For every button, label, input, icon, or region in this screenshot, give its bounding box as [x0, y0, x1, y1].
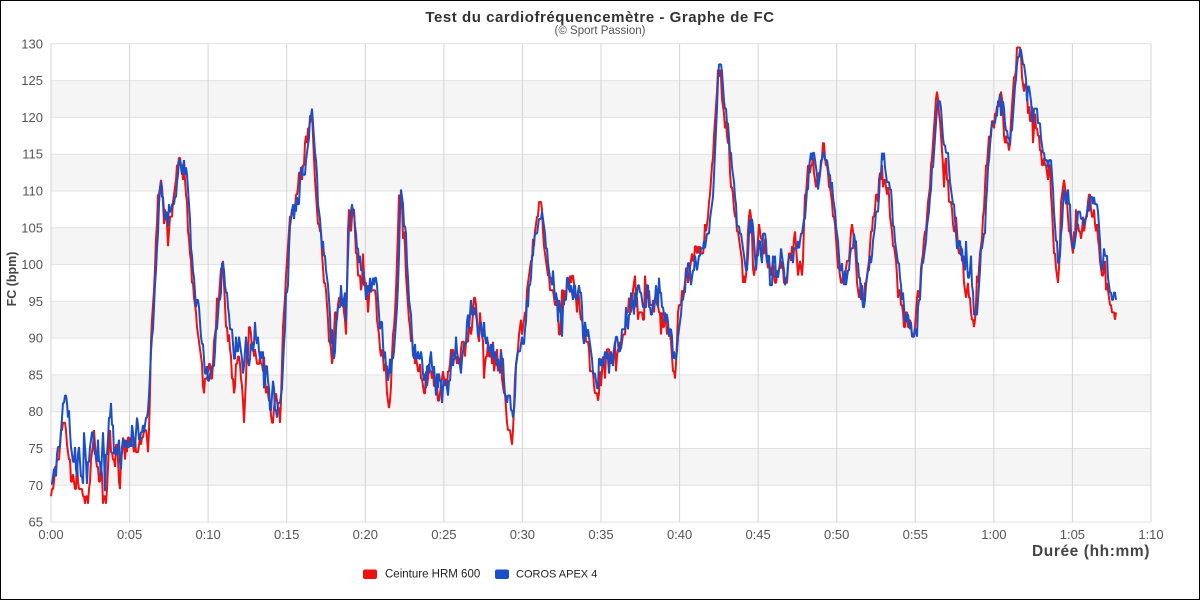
svg-text:105: 105	[21, 220, 43, 235]
svg-text:0:25: 0:25	[431, 527, 456, 542]
svg-text:80: 80	[29, 404, 43, 419]
svg-text:0:00: 0:00	[38, 527, 63, 542]
svg-text:Ceinture HRM 600: Ceinture HRM 600	[385, 569, 480, 581]
svg-text:(© Sport Passion): (© Sport Passion)	[555, 25, 646, 37]
svg-text:COROS APEX 4: COROS APEX 4	[516, 569, 597, 581]
svg-text:0:35: 0:35	[588, 527, 613, 542]
svg-text:115: 115	[22, 147, 43, 162]
svg-text:85: 85	[29, 367, 43, 382]
svg-text:0:30: 0:30	[510, 527, 535, 542]
svg-text:1:10: 1:10	[1138, 527, 1163, 542]
svg-text:70: 70	[29, 478, 43, 493]
svg-text:120: 120	[21, 110, 43, 125]
svg-text:0:15: 0:15	[274, 527, 299, 542]
svg-text:110: 110	[22, 184, 43, 199]
svg-text:FC (bpm): FC (bpm)	[5, 252, 19, 307]
svg-text:1:05: 1:05	[1060, 527, 1085, 542]
svg-text:130: 130	[21, 36, 43, 51]
svg-text:0:50: 0:50	[824, 527, 849, 542]
svg-text:125: 125	[21, 73, 43, 88]
svg-text:100: 100	[21, 257, 43, 272]
svg-text:0:05: 0:05	[117, 527, 142, 542]
svg-text:75: 75	[29, 441, 43, 456]
svg-text:Test du cardiofréquencemètre -: Test du cardiofréquencemètre - Graphe de…	[425, 9, 774, 26]
svg-text:0:40: 0:40	[667, 527, 692, 542]
svg-text:1:00: 1:00	[981, 527, 1006, 542]
svg-text:Durée (hh:mm): Durée (hh:mm)	[1032, 543, 1150, 560]
svg-text:95: 95	[29, 294, 43, 309]
svg-text:0:10: 0:10	[195, 527, 220, 542]
svg-text:0:20: 0:20	[353, 527, 378, 542]
svg-text:0:45: 0:45	[745, 527, 770, 542]
svg-text:65: 65	[29, 515, 43, 530]
svg-text:90: 90	[29, 331, 43, 346]
svg-text:0:55: 0:55	[903, 527, 928, 542]
